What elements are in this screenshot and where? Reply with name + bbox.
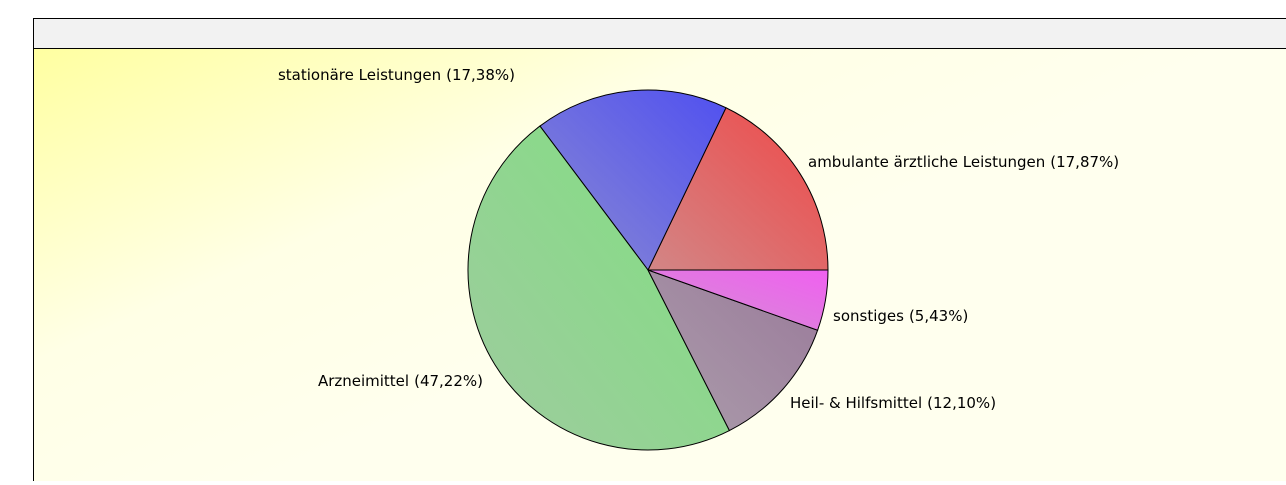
slice-label-value: (17,87%)	[1050, 153, 1119, 171]
slice-label-name: ambulante ärztliche Leistungen	[808, 153, 1045, 171]
slice-label-name: Heil- & Hilfsmittel	[790, 394, 922, 412]
slice-label: ambulante ärztliche Leistungen (17,87%)	[808, 153, 1119, 171]
slice-label: Heil- & Hilfsmittel (12,10%)	[790, 394, 996, 412]
slice-label-value: (12,10%)	[927, 394, 996, 412]
slice-label-value: (47,22%)	[414, 372, 483, 390]
slice-label-name: stationäre Leistungen	[278, 66, 441, 84]
slice-label: sonstiges (5,43%)	[833, 307, 968, 325]
panel-header	[34, 19, 1286, 49]
slice-label-name: sonstiges	[833, 307, 904, 325]
slice-label-value: (17,38%)	[446, 66, 515, 84]
slice-label-name: Arzneimittel	[318, 372, 409, 390]
slice-label: stationäre Leistungen (17,38%)	[278, 66, 515, 84]
slice-label-value: (5,43%)	[909, 307, 968, 325]
slice-label: Arzneimittel (47,22%)	[318, 372, 483, 390]
